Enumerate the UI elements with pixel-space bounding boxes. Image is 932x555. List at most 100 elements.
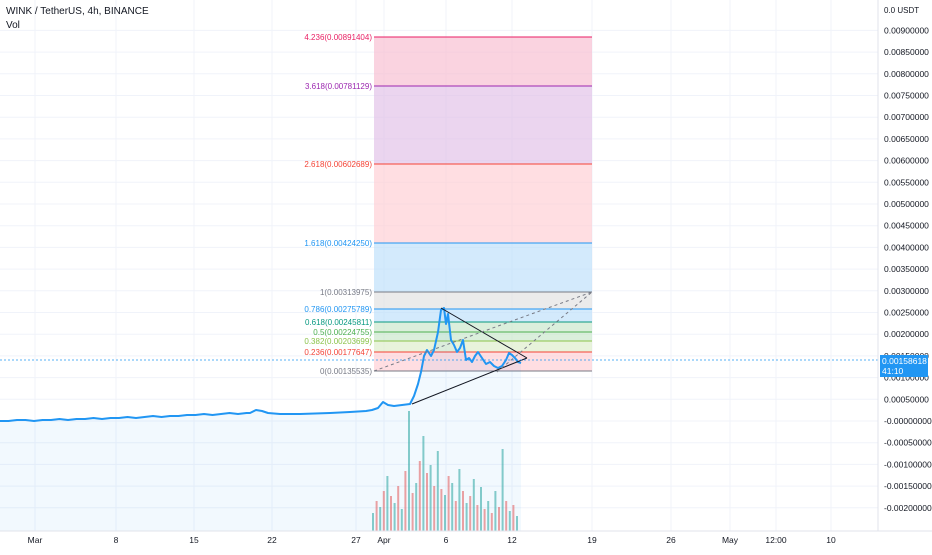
volume-bar bbox=[382, 491, 385, 531]
volume-bar bbox=[490, 513, 493, 531]
price-tick-label: -0.00200000 bbox=[884, 503, 932, 513]
volume-bar bbox=[451, 483, 454, 531]
price-tick-label: -0.00100000 bbox=[884, 459, 932, 469]
time-tick-label: 6 bbox=[444, 535, 449, 545]
volume-bar bbox=[444, 495, 446, 531]
volume-bar bbox=[458, 469, 461, 531]
volume-bar bbox=[465, 503, 468, 531]
time-tick-label: 27 bbox=[351, 535, 361, 545]
volume-bar bbox=[379, 507, 382, 531]
volume-bar bbox=[415, 483, 418, 531]
volume-bar bbox=[483, 509, 486, 531]
volume-bar bbox=[516, 516, 518, 531]
volume-bar bbox=[386, 476, 389, 531]
fib-zone bbox=[374, 243, 592, 292]
volume-bars bbox=[372, 411, 518, 531]
price-tick-label: 0.00250000 bbox=[884, 308, 929, 318]
price-tick-label: 0.00600000 bbox=[884, 156, 929, 166]
time-axis[interactable]: Mar 8 15 22 27 Apr 6 12 19 26 May 12:00 10 bbox=[0, 530, 932, 545]
time-tick-label: 15 bbox=[189, 535, 199, 545]
price-tick-label: 0.00500000 bbox=[884, 199, 929, 209]
volume-bar bbox=[400, 509, 403, 531]
volume-bar bbox=[469, 496, 472, 531]
fib-zone bbox=[374, 322, 592, 332]
fib-level-label: 0.618(0.00245811) bbox=[305, 318, 372, 327]
fib-level-label: 0.786(0.00275789) bbox=[304, 305, 372, 314]
volume-bar bbox=[372, 513, 374, 531]
price-tick-label: 0.00400000 bbox=[884, 242, 929, 252]
volume-bar bbox=[512, 505, 515, 531]
time-tick-label: 10 bbox=[826, 535, 836, 545]
fib-level-label: 0.236(0.00177647) bbox=[304, 348, 372, 357]
fib-zone bbox=[374, 309, 592, 322]
price-area bbox=[0, 308, 521, 531]
price-tick-label: 0.00350000 bbox=[884, 264, 929, 274]
volume-bar bbox=[426, 473, 428, 531]
price-tick-label: 0.00300000 bbox=[884, 286, 929, 296]
volume-bar bbox=[494, 491, 497, 531]
price-tick-label: 0.00800000 bbox=[884, 69, 929, 79]
volume-bar bbox=[436, 451, 439, 531]
price-area-fill bbox=[0, 308, 521, 531]
time-tick-label: 12:00 bbox=[765, 535, 787, 545]
volume-bar bbox=[393, 503, 396, 531]
price-tick-label: 0.00700000 bbox=[884, 112, 929, 122]
volume-bar bbox=[404, 471, 407, 531]
fib-extension-tool[interactable]: 4.236(0.00891404) 3.618(0.00781129) 2.618(… bbox=[304, 33, 592, 376]
fib-diagonal-line[interactable] bbox=[373, 291, 593, 372]
volume-bar bbox=[390, 496, 392, 531]
volume-bar bbox=[418, 461, 421, 531]
fib-level-label: 2.618(0.00602689) bbox=[304, 160, 372, 169]
legend: WINK / TetherUS, 4h, BINANCE Vol bbox=[6, 5, 149, 33]
fib-level-label: 0.382(0.00203699) bbox=[304, 337, 372, 346]
fib-zone bbox=[374, 352, 592, 371]
volume-bar bbox=[487, 501, 490, 531]
volume-bar bbox=[433, 486, 436, 531]
volume-bar bbox=[397, 486, 400, 531]
price-axis[interactable]: 0.00900000 0.00850000 0.00800000 0.00750000… bbox=[877, 0, 932, 531]
volume-bar bbox=[429, 465, 432, 531]
bar-countdown: 41:10 bbox=[882, 366, 904, 376]
price-tick-label: -0.00150000 bbox=[884, 481, 932, 491]
price-tick-label: 0.00850000 bbox=[884, 47, 929, 57]
price-tick-label: 0.00100000 bbox=[884, 373, 929, 383]
volume-bar bbox=[498, 507, 500, 531]
price-tick-label: -0.00000000 bbox=[884, 416, 932, 426]
price-tick-label: 0.00200000 bbox=[884, 329, 929, 339]
fib-level-label: 1.618(0.00424250) bbox=[304, 239, 372, 248]
drawing-tools[interactable] bbox=[0, 291, 878, 405]
time-tick-label: 22 bbox=[267, 535, 277, 545]
price-tick-label: 0.00050000 bbox=[884, 394, 929, 404]
volume-bar bbox=[501, 449, 504, 531]
price-tick-label: 0.00650000 bbox=[884, 134, 929, 144]
volume-bar bbox=[408, 411, 410, 531]
currency-unit-button[interactable]: 0.0 USDT bbox=[884, 6, 920, 15]
volume-bar bbox=[454, 501, 457, 531]
volume-bar bbox=[440, 489, 443, 531]
time-tick-label: 26 bbox=[666, 535, 676, 545]
volume-bar bbox=[472, 479, 475, 531]
fib-level-label: 0.5(0.00224755) bbox=[313, 328, 372, 337]
fib-zone bbox=[374, 164, 592, 243]
volume-bar bbox=[505, 501, 508, 531]
fib-level-label: 4.236(0.00891404) bbox=[304, 33, 372, 42]
time-tick-label: Mar bbox=[28, 535, 43, 545]
symbol-title[interactable]: WINK / TetherUS, 4h, BINANCE bbox=[6, 6, 149, 17]
fib-level-label: 3.618(0.00781129) bbox=[305, 82, 372, 91]
volume-bar bbox=[447, 476, 450, 531]
triangle-lower-line[interactable] bbox=[411, 357, 528, 405]
fib-trend-line[interactable] bbox=[496, 291, 593, 373]
price-tick-label: 0.00750000 bbox=[884, 91, 929, 101]
time-tick-label: May bbox=[722, 535, 739, 545]
triangle-upper-line[interactable] bbox=[440, 307, 528, 359]
volume-indicator-label[interactable]: Vol bbox=[6, 20, 20, 31]
price-tick-label: -0.00050000 bbox=[884, 438, 932, 448]
price-tick-label: 0.00450000 bbox=[884, 221, 929, 231]
fib-zone bbox=[374, 332, 592, 341]
current-price-tag: 0.00158618 41:10 bbox=[880, 355, 928, 377]
fib-zone bbox=[374, 86, 592, 164]
time-tick-label: 8 bbox=[114, 535, 119, 545]
fib-zone bbox=[374, 37, 592, 86]
